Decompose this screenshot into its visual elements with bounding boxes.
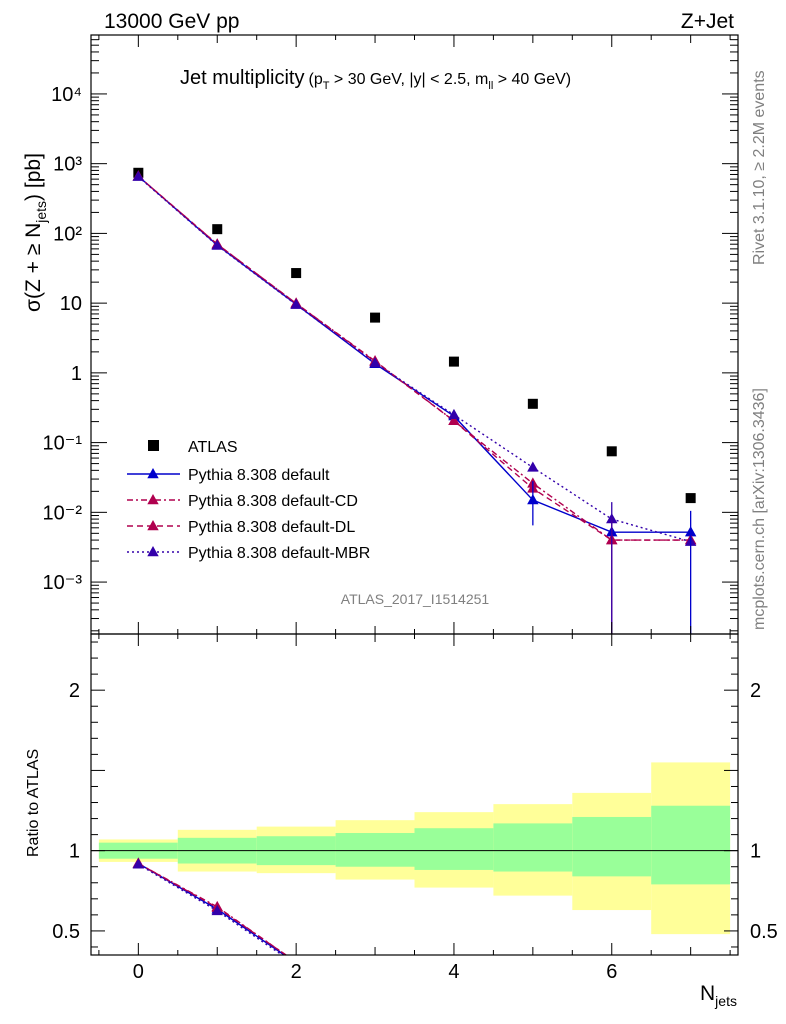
ratio-series-layer — [132, 857, 287, 956]
legend-item: ATLAS — [148, 439, 238, 456]
axes-layer: 0 2 4 6 10⁻³ 10⁻² 10⁻¹ 1 10 10² 10³ 10⁴ 0.5 0.5 1 1 2 2 — [43, 34, 778, 983]
y-tick-label: 10³ — [53, 154, 82, 176]
x-tick-label: 4 — [448, 961, 459, 983]
series-line — [137, 176, 691, 543]
green-band-bin — [335, 833, 415, 867]
main-ylabel-pre: σ(Z + ≥ N — [22, 223, 45, 312]
series-point — [290, 298, 302, 309]
y-tick-label: 10 — [60, 293, 82, 315]
series-point — [448, 414, 460, 426]
x-tick-label: 0 — [133, 961, 144, 983]
ratio-ylabel: Ratio to ATLAS — [25, 749, 42, 857]
plot-cuts-post: > 40 GeV) — [493, 71, 571, 88]
ratio-y-tick-label-left: 2 — [69, 680, 80, 702]
y-tick-label: 10⁻³ — [43, 572, 83, 594]
legend-marker-triangle — [147, 468, 159, 479]
legend-label: Pythia 8.308 default-MBR — [188, 545, 370, 562]
ratio-y-tick-label-right: 0.5 — [750, 921, 778, 943]
series-point — [527, 461, 539, 472]
x-axis-label: Njets — [700, 982, 737, 1009]
legend-item: Pythia 8.308 default-MBR — [127, 545, 370, 562]
ratio-y-tick-label-left: 1 — [69, 841, 80, 863]
plot-title-main: Jet multiplicity — [180, 67, 304, 89]
legend-label: Pythia 8.308 default — [188, 467, 330, 484]
y-tick-label: 10⁴ — [51, 84, 82, 106]
y-tick-label: 1 — [71, 363, 82, 385]
green-band-bin — [651, 805, 731, 885]
legend-label: Pythia 8.308 default-DL — [188, 519, 355, 536]
ratio-point — [211, 904, 223, 916]
legend: ATLAS Pythia 8.308 default Pythia 8.308 de… — [127, 439, 370, 562]
green-band-bin — [414, 828, 494, 870]
green-band-bin — [572, 816, 652, 877]
legend-item: Pythia 8.308 default — [127, 467, 330, 484]
series-point — [448, 408, 460, 420]
atlas-point — [448, 356, 459, 367]
atlas-point — [212, 224, 223, 235]
atlas-point — [527, 398, 538, 409]
x-tick-label: 6 — [606, 961, 617, 983]
series-point — [132, 170, 145, 181]
plot-cuts-sub2: ll — [488, 80, 493, 92]
x-tick-label: 2 — [291, 961, 302, 983]
legend-marker-square — [148, 440, 159, 451]
mcplots-label: mcplots.cern.ch [arXiv:1306.3436] — [751, 388, 768, 630]
legend-item: Pythia 8.308 default-DL — [127, 519, 355, 536]
legend-marker-triangle — [147, 520, 159, 531]
series-line — [137, 175, 691, 541]
ratio-y-tick-label-right: 2 — [750, 680, 761, 702]
legend-item: Pythia 8.308 default-CD — [127, 493, 358, 510]
analysis-id: ATLAS_2017_I1514251 — [341, 591, 490, 607]
ratio-y-tick-label-left: 0.5 — [52, 921, 80, 943]
plot-cuts-pre: (p — [308, 71, 322, 88]
plot-cuts-mid: > 30 GeV, |y| < 2.5, m — [329, 71, 488, 88]
y-tick-label: 10⁻¹ — [43, 433, 83, 455]
legend-marker-triangle — [147, 546, 159, 557]
y-tick-label: 10² — [53, 223, 82, 245]
series-point — [369, 357, 381, 368]
plot-title: Jet multiplicity (pT > 30 GeV, |y| < 2.5,… — [180, 67, 571, 92]
ratio-y-tick-label-right: 1 — [750, 841, 761, 863]
legend-marker-triangle — [147, 494, 159, 505]
x-axis-label-sub: jets — [714, 993, 737, 1009]
rivet-label: Rivet 3.1.10, ≥ 2.2M events — [751, 70, 768, 265]
y-tick-label: 10⁻² — [43, 502, 83, 524]
main-ylabel: σ(Z + ≥ Njets) [pb] — [22, 153, 49, 312]
ratio-uncertainty-bands — [91, 762, 738, 935]
legend-label: ATLAS — [188, 439, 238, 456]
atlas-point — [370, 312, 381, 323]
energy-label: 13000 GeV pp — [104, 10, 239, 33]
plot-cuts-sub1: T — [323, 80, 330, 92]
x-axis-label-main: N — [700, 982, 715, 1005]
error-bars — [532, 481, 692, 634]
process-label: Z+Jet — [681, 10, 734, 33]
ratio-line — [137, 863, 283, 956]
series-point — [211, 239, 223, 250]
atlas-point — [685, 493, 696, 504]
legend-label: Pythia 8.308 default-CD — [188, 493, 358, 510]
green-band-bin — [493, 823, 573, 872]
ratio-pythia-8-308-default-mbr — [132, 858, 283, 956]
atlas-point — [606, 446, 617, 457]
main-ylabel-sub: jets — [33, 201, 49, 224]
main-ylabel-post: ) [pb] — [22, 153, 45, 201]
atlas-point — [291, 268, 302, 279]
ratio-point — [132, 858, 145, 869]
main-series-layer — [132, 167, 697, 634]
